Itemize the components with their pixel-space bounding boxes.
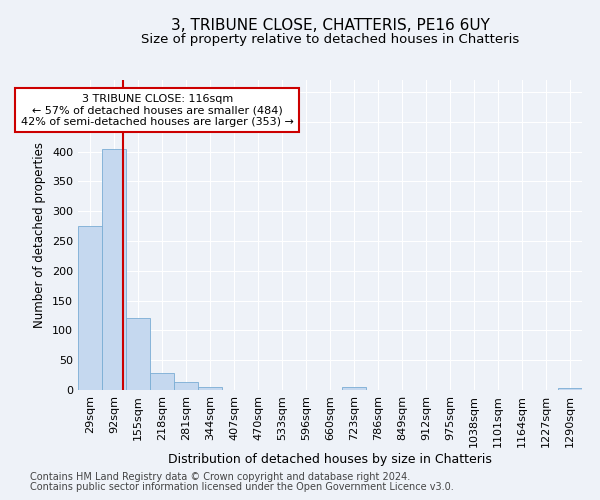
Text: 3, TRIBUNE CLOSE, CHATTERIS, PE16 6UY: 3, TRIBUNE CLOSE, CHATTERIS, PE16 6UY: [170, 18, 490, 32]
Y-axis label: Number of detached properties: Number of detached properties: [34, 142, 46, 328]
Bar: [174, 382, 198, 390]
X-axis label: Distribution of detached houses by size in Chatteris: Distribution of detached houses by size …: [168, 452, 492, 466]
Bar: [558, 388, 582, 390]
Text: Contains public sector information licensed under the Open Government Licence v3: Contains public sector information licen…: [30, 482, 454, 492]
Text: 3 TRIBUNE CLOSE: 116sqm
← 57% of detached houses are smaller (484)
42% of semi-d: 3 TRIBUNE CLOSE: 116sqm ← 57% of detache…: [21, 94, 293, 127]
Text: Contains HM Land Registry data © Crown copyright and database right 2024.: Contains HM Land Registry data © Crown c…: [30, 472, 410, 482]
Bar: [198, 387, 222, 390]
Bar: [126, 318, 150, 390]
Bar: [150, 374, 174, 390]
Bar: [78, 226, 102, 390]
Text: Size of property relative to detached houses in Chatteris: Size of property relative to detached ho…: [141, 32, 519, 46]
Bar: [102, 148, 126, 390]
Bar: [342, 387, 366, 390]
